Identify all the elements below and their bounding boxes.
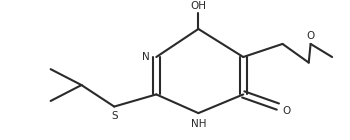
Text: OH: OH	[190, 1, 206, 11]
Text: O: O	[282, 106, 291, 116]
Text: O: O	[307, 31, 315, 41]
Text: S: S	[111, 111, 118, 121]
Text: NH: NH	[191, 119, 206, 129]
Text: N: N	[142, 52, 150, 62]
